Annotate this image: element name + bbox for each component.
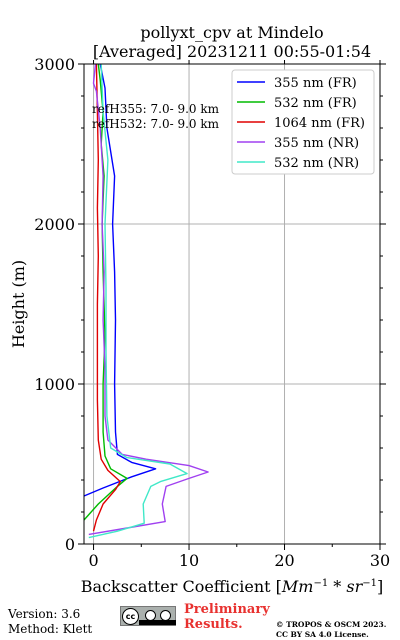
x-axis-label-text: Backscatter Coefficient [	[81, 577, 282, 596]
legend-label-0: 355 nm (FR)	[274, 76, 357, 91]
copyright-line2: CC BY SA 4.0 License.	[276, 630, 369, 639]
x-axis-label-exp2: −1	[362, 578, 377, 589]
series-line-4	[88, 63, 188, 539]
x-axis-label-unit: Mm	[281, 577, 314, 596]
x-axis-label: Backscatter Coefficient [Mm−1 * sr−1]	[81, 577, 384, 596]
y-axis-label: Height (m)	[9, 260, 28, 348]
x-tick-label: 0	[88, 551, 98, 570]
cc-by-sa-icon: cc	[120, 606, 176, 626]
legend-label-1: 532 nm (FR)	[274, 96, 357, 111]
x-tick-label: 20	[274, 551, 294, 570]
axis-ticks: 0 10 20 30 0 1000 2000 3000	[34, 55, 390, 570]
y-tick-label: 2000	[34, 215, 75, 234]
x-axis-label-close: ]	[377, 577, 383, 596]
legend-label-3: 355 nm (NR)	[274, 136, 359, 151]
preliminary-line2: Results.	[184, 617, 243, 632]
x-tick-label: 10	[179, 551, 199, 570]
license-strip	[139, 620, 176, 625]
series-line-0	[83, 63, 157, 497]
legend: 355 nm (FR) 532 nm (FR) 1064 nm (FR) 355 nm…	[231, 69, 375, 175]
method-text: Method: Klett	[8, 622, 93, 636]
copyright-notice: © TROPOS & OSCM 2023. CC BY SA 4.0 Licen…	[276, 620, 386, 640]
ref-height-532: refH532: 7.0- 9.0 km	[92, 117, 220, 131]
chart-subtitle: [Averaged] 20231211 00:55-01:54	[93, 42, 371, 61]
y-tick-label: 3000	[34, 55, 75, 74]
preliminary-results: Preliminary Results.	[184, 602, 270, 632]
backscatter-chart: pollyxt_cpv at Mindelo [Averaged] 202312…	[9, 23, 390, 596]
copyright-line1: © TROPOS & OSCM 2023.	[276, 620, 387, 629]
legend-box	[231, 69, 375, 175]
legend-label-4: 532 nm (NR)	[274, 156, 359, 171]
y-tick-label: 1000	[34, 375, 75, 394]
plot-frame	[83, 63, 381, 545]
legend-label-2: 1064 nm (FR)	[274, 116, 365, 131]
series-line-2	[92, 63, 122, 532]
series-line-3	[88, 63, 209, 536]
series-lines	[83, 63, 209, 539]
y-tick-label: 0	[65, 535, 75, 554]
preliminary-line1: Preliminary	[184, 602, 270, 617]
ref-height-355: refH355: 7.0- 9.0 km	[92, 102, 220, 116]
version-text: Version: 3.6	[8, 607, 81, 621]
cc-icon: cc	[122, 608, 139, 625]
chart-title: pollyxt_cpv at Mindelo	[140, 23, 323, 42]
x-tick-label: 30	[370, 551, 390, 570]
x-axis-label-mid: * sr	[328, 577, 363, 596]
x-axis-label-exp1: −1	[313, 578, 328, 589]
